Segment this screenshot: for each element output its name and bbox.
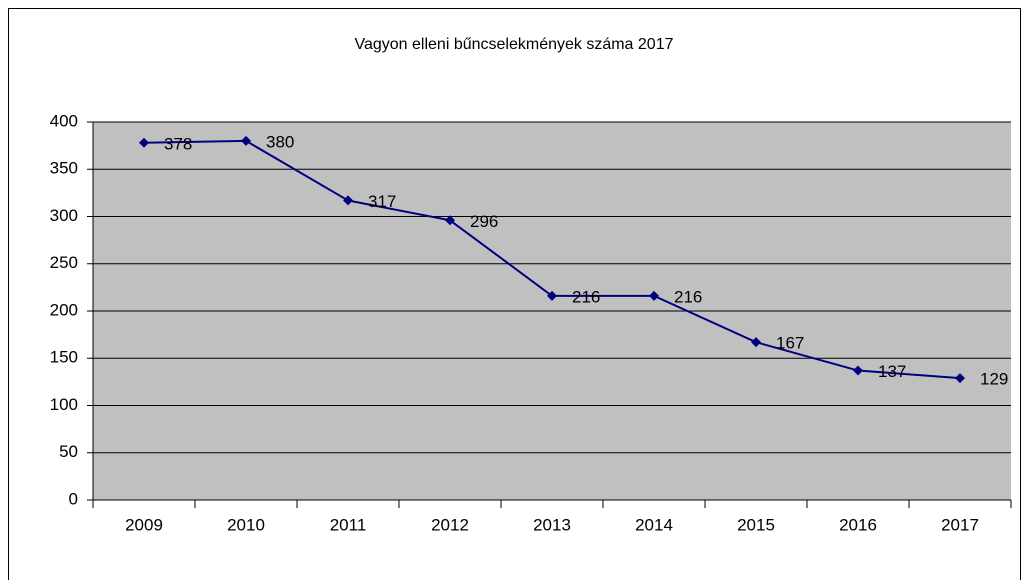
y-tick-label: 300 xyxy=(50,206,78,225)
data-point xyxy=(853,365,863,376)
y-tick-label: 50 xyxy=(59,442,78,461)
y-tick-label: 400 xyxy=(50,111,78,130)
data-label: 129 xyxy=(980,370,1008,389)
data-label: 137 xyxy=(878,362,906,381)
y-tick-label: 150 xyxy=(50,348,78,367)
data-label: 167 xyxy=(776,334,804,353)
x-tick-label: 2014 xyxy=(635,515,673,534)
data-label: 216 xyxy=(572,287,600,306)
data-point xyxy=(343,195,353,206)
x-tick-label: 2013 xyxy=(533,515,571,534)
data-label: 317 xyxy=(368,192,396,211)
data-point xyxy=(649,290,659,301)
data-point xyxy=(751,337,761,348)
data-point xyxy=(445,215,455,226)
data-point xyxy=(139,137,149,148)
data-label: 380 xyxy=(266,132,294,151)
x-tick-label: 2016 xyxy=(839,515,877,534)
data-label: 378 xyxy=(164,134,192,153)
x-tick-label: 2011 xyxy=(330,515,367,534)
y-tick-label: 250 xyxy=(50,253,78,272)
data-label: 296 xyxy=(470,212,498,231)
x-tick-label: 2012 xyxy=(431,515,469,534)
x-tick-label: 2015 xyxy=(737,515,775,534)
chart-title: Vagyon elleni bűncselekmények száma 2017 xyxy=(354,36,673,53)
data-label: 216 xyxy=(674,287,702,306)
y-tick-label: 350 xyxy=(50,159,78,178)
x-tick-label: 2009 xyxy=(125,515,163,534)
x-tick-label: 2017 xyxy=(941,515,979,534)
data-point xyxy=(547,290,557,301)
y-tick-label: 200 xyxy=(50,300,78,319)
x-tick-label: 2010 xyxy=(227,515,265,534)
y-tick-label: 0 xyxy=(69,489,78,508)
y-tick-label: 100 xyxy=(50,395,78,414)
data-point xyxy=(955,373,965,384)
data-point xyxy=(241,135,251,146)
